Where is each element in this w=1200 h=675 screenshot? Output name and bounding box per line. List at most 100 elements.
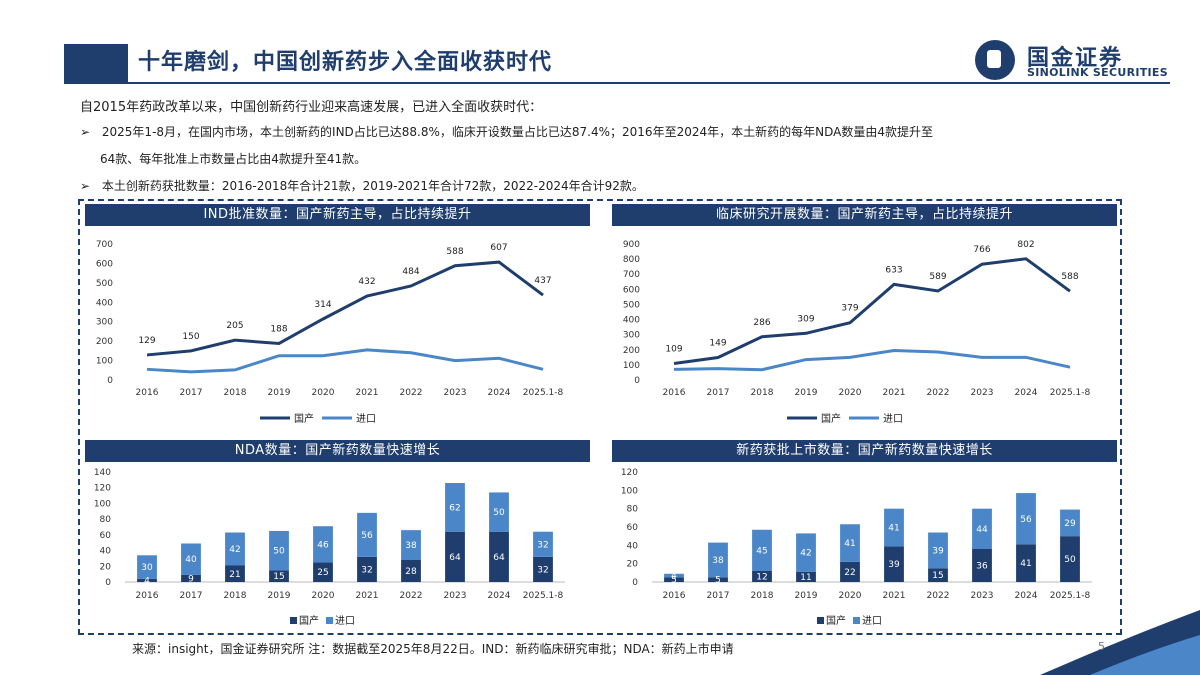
y-tick-label: 100: [621, 486, 638, 496]
data-label: 149: [709, 338, 726, 348]
x-tick-label: 2022: [400, 591, 423, 601]
y-tick-label: 600: [96, 259, 113, 269]
bar-domestic: [401, 560, 421, 582]
data-label-domestic: 15: [273, 572, 284, 582]
y-tick-label: 700: [96, 240, 113, 250]
legend-swatch: [326, 617, 333, 624]
y-tick-label: 200: [623, 346, 640, 356]
data-label-domestic: 15: [932, 571, 943, 581]
data-label-domestic: 12: [756, 573, 767, 583]
data-label-domestic: 41: [1020, 559, 1031, 569]
data-label-domestic: 5: [671, 576, 677, 586]
bar-domestic: [972, 549, 992, 582]
bar-domestic: [313, 562, 333, 582]
x-tick-label: 2024: [1015, 388, 1038, 398]
decorative-wave: [1040, 610, 1200, 675]
legend-swatch: [817, 617, 824, 624]
data-label-import: 40: [185, 555, 197, 565]
data-label-import: 32: [537, 540, 548, 550]
y-tick-label: 40: [100, 547, 112, 557]
legend-label: 进口: [335, 615, 355, 627]
data-label-domestic: 9: [188, 574, 194, 584]
data-label-import: 4: [671, 572, 677, 582]
y-tick-label: 120: [621, 468, 638, 478]
x-tick-label: 2020: [839, 591, 862, 601]
bullet-arrow-icon: ➢: [80, 125, 91, 139]
y-tick-label: 80: [100, 515, 112, 525]
bar-import: [357, 512, 377, 557]
legend-label: 国产: [821, 412, 841, 425]
bar-domestic: [1016, 544, 1036, 582]
y-tick-label: 300: [96, 318, 113, 328]
bar-domestic: [357, 556, 377, 582]
data-label: 432: [358, 277, 375, 287]
header-accent-bar: [64, 44, 128, 82]
approval-bar-chart: 0 20 40 60 80 100 120 2016 2017 2018 2019 2020 2021 2…: [621, 468, 1092, 627]
data-label-import: 38: [712, 556, 724, 566]
legend-label: 进口: [356, 413, 376, 425]
data-label-domestic: 32: [537, 565, 548, 575]
y-tick-label: 20: [100, 562, 112, 572]
y-tick-label: 400: [96, 298, 113, 308]
data-label-domestic: 22: [844, 568, 855, 578]
y-tick-label: 40: [627, 541, 639, 551]
page-title: 十年磨剑，中国创新药步入全面收获时代: [138, 50, 553, 75]
data-label-import: 56: [1020, 515, 1032, 525]
x-tick-label: 2017: [180, 591, 203, 601]
bar-domestic: [928, 568, 948, 582]
bar-domestic: [445, 531, 465, 582]
bar-import: [664, 573, 684, 578]
x-tick-label: 2024: [488, 388, 511, 398]
data-label-import: 50: [493, 508, 505, 518]
bar-import: [445, 483, 465, 532]
x-tick-label: 2019: [795, 388, 818, 398]
data-label-import: 62: [449, 503, 460, 513]
x-tick-label: 2021: [356, 388, 379, 398]
bullet-1-line1: 2025年1-8月，在国内市场，本土创新药的IND占比已达88.8%，临床开设数…: [101, 125, 933, 139]
bullet-2-line1: 本土创新药获批数量：2016-2018年合计21款，2019-2021年合计72…: [101, 179, 644, 193]
x-tick-label: 2025.1-8: [523, 388, 564, 398]
x-tick-label: 2023: [444, 388, 467, 398]
bar-domestic: [664, 577, 684, 582]
intro-text: 自2015年药政改革以来，中国创新药行业迎来高速发展，已进入全面收获时代：: [80, 100, 543, 115]
series-line-进口: [673, 349, 1071, 372]
bar-import: [137, 555, 157, 579]
x-tick-label: 2016: [663, 388, 686, 398]
bar-import: [928, 532, 948, 569]
chart-title-nda: NDA数量：国产新药数量快速增长: [85, 440, 590, 462]
data-label-import: 44: [976, 525, 988, 535]
x-tick-label: 2021: [883, 591, 906, 601]
bar-domestic: [796, 571, 816, 582]
legend-label: 进口: [883, 413, 903, 425]
data-label: 802: [1017, 240, 1034, 250]
y-tick-label: 0: [105, 578, 111, 588]
ind-line-chart: 0 100 200 300 400 500 600 700 2016 2017 2018 2019 20…: [96, 240, 564, 425]
data-label: 766: [973, 245, 990, 255]
bar-domestic: [225, 565, 245, 582]
data-label: 129: [138, 336, 155, 346]
y-tick-label: 400: [623, 316, 640, 326]
legend-label: 国产: [294, 412, 314, 425]
bar-domestic: [533, 556, 553, 582]
x-tick-label: 2018: [751, 591, 774, 601]
logo-icon: [975, 40, 1015, 80]
chart-title-approval: 新药获批上市数量：国产新药数量快速增长: [612, 440, 1117, 462]
y-tick-label: 140: [94, 468, 111, 478]
data-label-domestic: 25: [317, 568, 328, 578]
data-label-import: 41: [844, 539, 855, 549]
y-tick-label: 0: [632, 578, 638, 588]
legend-swatch: [853, 617, 860, 624]
x-tick-label: 2020: [839, 388, 862, 398]
bar-import: [752, 529, 772, 571]
data-label-import: 38: [405, 541, 417, 551]
data-label-domestic: 28: [405, 567, 417, 577]
x-tick-label: 2019: [795, 591, 818, 601]
company-logo: 国金证券 SINOLINK SECURITIES: [975, 38, 1175, 82]
clinical-line-chart: 0 100 200 300 400 500 600 700 800 900 2016 2017 2018…: [623, 240, 1091, 425]
x-tick-label: 2019: [268, 388, 291, 398]
x-tick-label: 2017: [707, 388, 730, 398]
bullet-1-line2: 64款、每年批准上市数量占比由4款提升至41款。: [100, 152, 367, 166]
y-tick-label: 100: [94, 499, 111, 509]
x-tick-label: 2018: [224, 591, 247, 601]
x-tick-label: 2018: [224, 388, 247, 398]
